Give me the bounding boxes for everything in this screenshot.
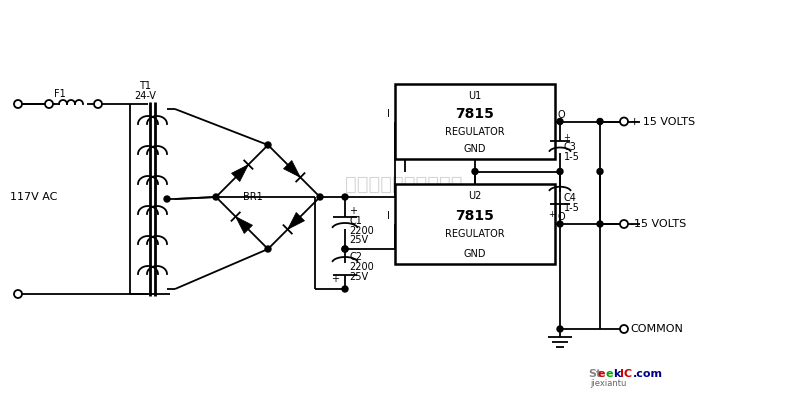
Circle shape: [45, 100, 53, 108]
Text: C1: C1: [349, 216, 362, 226]
Polygon shape: [232, 165, 248, 182]
Text: St: St: [588, 369, 601, 379]
Circle shape: [342, 194, 348, 200]
Text: +: +: [349, 206, 357, 216]
Circle shape: [265, 142, 271, 148]
Text: O: O: [558, 110, 566, 119]
Text: .com: .com: [633, 369, 663, 379]
Circle shape: [597, 119, 603, 125]
Text: REGULATOR: REGULATOR: [445, 126, 505, 136]
Circle shape: [597, 221, 603, 227]
Text: U2: U2: [469, 191, 482, 201]
Circle shape: [557, 326, 563, 332]
Circle shape: [14, 100, 22, 108]
Text: 1-5: 1-5: [564, 152, 580, 162]
Text: e: e: [605, 369, 612, 379]
Text: 杭州将睽科技有限公司: 杭州将睽科技有限公司: [345, 175, 463, 193]
Text: GND: GND: [464, 144, 486, 154]
Text: 7815: 7815: [456, 106, 494, 121]
Circle shape: [164, 196, 170, 202]
Text: jiexiantu: jiexiantu: [590, 379, 626, 388]
Text: e: e: [598, 369, 605, 379]
Bar: [395, 184, 555, 264]
Circle shape: [342, 286, 348, 292]
Circle shape: [620, 220, 628, 228]
Text: 1-5: 1-5: [564, 203, 580, 213]
Text: BR1: BR1: [243, 192, 263, 202]
Circle shape: [620, 325, 628, 333]
Circle shape: [265, 246, 271, 252]
Circle shape: [557, 169, 563, 175]
Text: T1: T1: [139, 81, 151, 91]
Polygon shape: [236, 217, 253, 234]
Circle shape: [317, 194, 323, 200]
Circle shape: [342, 246, 348, 252]
Text: I: I: [387, 211, 390, 221]
Circle shape: [213, 194, 219, 200]
Text: 2200: 2200: [349, 226, 374, 236]
Circle shape: [14, 290, 22, 298]
Text: I: I: [387, 108, 390, 119]
Text: COMMON: COMMON: [630, 324, 683, 334]
Text: 24-V: 24-V: [134, 91, 156, 101]
Polygon shape: [284, 160, 301, 177]
Text: 25V: 25V: [349, 272, 368, 282]
Circle shape: [342, 246, 348, 252]
Circle shape: [597, 169, 603, 175]
Text: GND: GND: [464, 249, 486, 259]
Text: k: k: [613, 369, 621, 379]
Bar: [395, 84, 555, 159]
Text: O: O: [558, 212, 566, 222]
Circle shape: [557, 119, 563, 125]
Circle shape: [557, 221, 563, 227]
Circle shape: [620, 117, 628, 126]
Text: REGULATOR: REGULATOR: [445, 229, 505, 239]
Circle shape: [472, 169, 478, 175]
Text: +: +: [331, 274, 339, 284]
Text: +: +: [548, 210, 555, 219]
Polygon shape: [288, 212, 305, 229]
Text: -15 VOLTS: -15 VOLTS: [630, 219, 686, 229]
Text: C4: C4: [564, 193, 577, 203]
Text: U1: U1: [469, 91, 482, 101]
Text: + 15 VOLTS: + 15 VOLTS: [630, 117, 695, 126]
Text: 7815: 7815: [456, 209, 494, 223]
Text: 117V AC: 117V AC: [10, 192, 57, 202]
Text: F1: F1: [54, 89, 66, 99]
Text: IC: IC: [620, 369, 632, 379]
Text: +: +: [563, 133, 570, 142]
Text: 25V: 25V: [349, 235, 368, 245]
Circle shape: [94, 100, 102, 108]
Text: C2: C2: [349, 252, 362, 262]
Text: 2200: 2200: [349, 262, 374, 272]
Text: C3: C3: [564, 141, 577, 152]
